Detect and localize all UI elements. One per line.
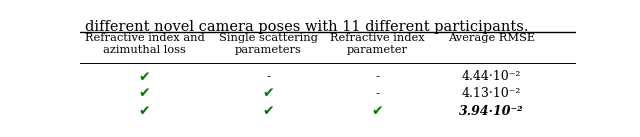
Text: Single scattering
parameters: Single scattering parameters bbox=[219, 33, 318, 55]
Text: -: - bbox=[376, 87, 380, 100]
Text: 4.44·10⁻²: 4.44·10⁻² bbox=[462, 70, 522, 83]
Text: ✔: ✔ bbox=[372, 104, 383, 118]
Text: Refractive index and
azimuthal loss: Refractive index and azimuthal loss bbox=[84, 33, 204, 55]
Text: -: - bbox=[376, 70, 380, 83]
Text: ✔: ✔ bbox=[139, 70, 150, 84]
Text: different novel camera poses with 11 different participants.: different novel camera poses with 11 dif… bbox=[85, 20, 529, 34]
Text: -: - bbox=[266, 70, 271, 83]
Text: ✔: ✔ bbox=[262, 86, 275, 100]
Text: 4.13·10⁻²: 4.13·10⁻² bbox=[462, 87, 522, 100]
Text: ✔: ✔ bbox=[139, 86, 150, 100]
Text: Refractive index
parameter: Refractive index parameter bbox=[330, 33, 425, 55]
Text: ✔: ✔ bbox=[262, 104, 275, 118]
Text: 3.94·10⁻²: 3.94·10⁻² bbox=[460, 105, 524, 118]
Text: ✔: ✔ bbox=[139, 104, 150, 118]
Text: Average RMSE: Average RMSE bbox=[448, 33, 535, 43]
